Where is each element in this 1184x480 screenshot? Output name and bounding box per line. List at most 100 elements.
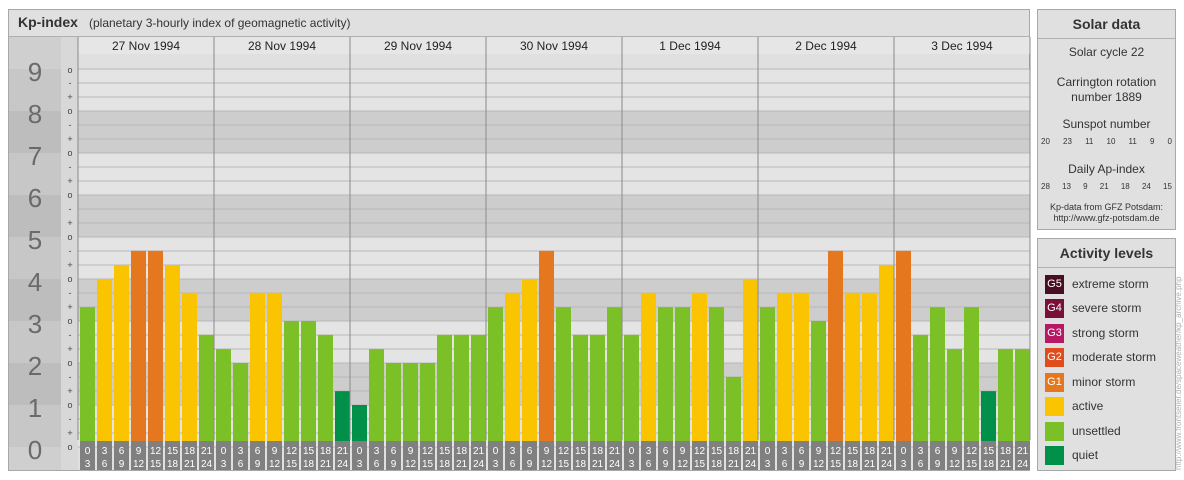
- y-tick-label: 1: [28, 393, 42, 423]
- kp-bar: [284, 321, 299, 447]
- interval-start-label: 12: [966, 446, 978, 457]
- interval-start-label: 18: [592, 446, 604, 457]
- y-minor-label: +: [67, 428, 72, 438]
- solar-cycle: Solar cycle 22: [1068, 45, 1145, 59]
- interval-start-label: 3: [374, 446, 380, 457]
- kp-bar: [641, 292, 656, 447]
- interval-cell: [862, 441, 877, 470]
- sunspot-value: 11: [1085, 137, 1094, 146]
- y-axis-band: [9, 111, 61, 153]
- interval-start-label: 6: [527, 446, 533, 457]
- interval-cell: [913, 441, 928, 470]
- y-axis-band: [9, 69, 61, 111]
- interval-cell: [845, 441, 860, 470]
- grid-band: [78, 153, 1030, 195]
- interval-start-label: 12: [694, 446, 706, 457]
- y-minor-label: o: [67, 148, 72, 158]
- credit-url: http://www.frontseiler.de/spaceweather/k…: [1174, 276, 1183, 470]
- legend-label: quiet: [1072, 448, 1099, 462]
- interval-start-label: 21: [881, 446, 893, 457]
- interval-cell: [1015, 441, 1030, 470]
- interval-cell: [760, 441, 775, 470]
- kp-bar: [743, 279, 758, 447]
- kp-bar: [369, 349, 384, 447]
- kp-bar: [233, 363, 248, 447]
- interval-end-label: 6: [782, 459, 788, 470]
- kp-bar: [896, 250, 911, 447]
- y-minor-label: -: [69, 288, 72, 298]
- sunspot-value: 9: [1149, 137, 1155, 146]
- kp-bar: [624, 334, 639, 447]
- interval-end-label: 24: [1017, 459, 1029, 470]
- y-tick-label: 4: [28, 267, 42, 297]
- interval-end-label: 21: [592, 459, 604, 470]
- y-minor-label: -: [69, 78, 72, 88]
- interval-end-label: 12: [949, 459, 961, 470]
- interval-cell: [284, 441, 299, 470]
- interval-start-label: 0: [629, 446, 635, 457]
- kp-bar-chart: 0123456789o+-o+-o+-o+-o+-o+-o+-o+-o+-o27…: [9, 37, 1031, 470]
- interval-cell: [97, 441, 112, 470]
- day-label: 2 Dec 1994: [795, 39, 857, 53]
- ap-index-values: 28 13 9 21 18 24 15: [1041, 182, 1172, 191]
- kp-bar: [964, 307, 979, 447]
- interval-start-label: 18: [728, 446, 740, 457]
- ap-value: 9: [1083, 182, 1088, 191]
- legend-label: severe storm: [1072, 301, 1142, 315]
- interval-cell: [675, 441, 690, 470]
- kp-bar: [998, 349, 1013, 447]
- interval-end-label: 3: [221, 459, 227, 470]
- kp-bar: [471, 334, 486, 447]
- interval-end-label: 3: [765, 459, 771, 470]
- interval-start-label: 18: [456, 446, 468, 457]
- interval-cell: [420, 441, 435, 470]
- kp-bar: [777, 292, 792, 447]
- interval-cell: [250, 441, 265, 470]
- interval-end-label: 9: [527, 459, 533, 470]
- ap-value: 28: [1041, 182, 1050, 191]
- interval-cell: [794, 441, 809, 470]
- kp-bar: [267, 292, 282, 447]
- interval-start-label: 9: [544, 446, 550, 457]
- y-minor-label: -: [69, 372, 72, 382]
- interval-cell: [386, 441, 401, 470]
- y-minor-label: +: [67, 176, 72, 186]
- interval-cell: [624, 441, 639, 470]
- interval-end-label: 18: [303, 459, 315, 470]
- interval-cell: [692, 441, 707, 470]
- y-minor-column: [61, 37, 78, 470]
- interval-cell: [947, 441, 962, 470]
- interval-cell: [930, 441, 945, 470]
- interval-cell: [981, 441, 996, 470]
- y-axis-band: [9, 363, 61, 405]
- interval-cell: [505, 441, 520, 470]
- kp-bar: [539, 250, 554, 447]
- interval-cell: [743, 441, 758, 470]
- interval-start-label: 15: [167, 446, 179, 457]
- interval-start-label: 0: [221, 446, 227, 457]
- interval-cell: [131, 441, 146, 470]
- interval-cell: [488, 441, 503, 470]
- interval-cell: [318, 441, 333, 470]
- interval-cell: [964, 441, 979, 470]
- interval-cell: [709, 441, 724, 470]
- interval-end-label: 12: [541, 459, 553, 470]
- y-tick-label: 8: [28, 99, 42, 129]
- kp-bar: [250, 292, 265, 447]
- interval-end-label: 15: [150, 459, 162, 470]
- kp-bar: [386, 363, 401, 447]
- kp-bar: [590, 334, 605, 447]
- legend-label: minor storm: [1072, 375, 1136, 389]
- data-source-link[interactable]: http://www.gfz-potsdam.de: [1053, 213, 1160, 223]
- interval-cell: [437, 441, 452, 470]
- interval-cell: [522, 441, 537, 470]
- sunspot-value: 0: [1167, 137, 1172, 146]
- legend-item-active: active: [1045, 396, 1103, 416]
- interval-end-label: 15: [966, 459, 978, 470]
- kp-bar: [488, 307, 503, 447]
- kp-bar: [862, 292, 877, 447]
- kp-bar: [80, 307, 95, 447]
- kp-bar: [318, 334, 333, 447]
- interval-cell: [352, 441, 367, 470]
- interval-end-label: 12: [269, 459, 281, 470]
